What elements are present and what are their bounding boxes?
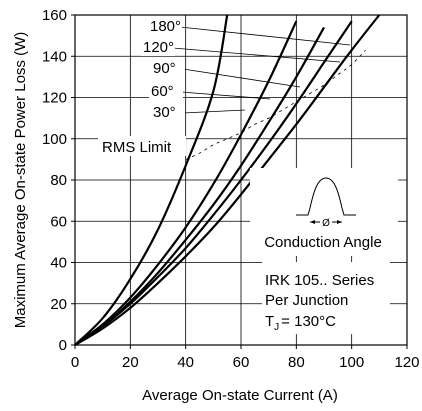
x-tick-label: 40 — [177, 354, 194, 371]
x-tick-label: 0 — [71, 354, 79, 371]
y-tick-label: 140 — [42, 48, 67, 65]
series-label: 120° — [143, 39, 174, 56]
conduction-angle-label: Conduction Angle — [264, 234, 382, 251]
rms-label-bg — [98, 136, 186, 156]
device-info-bg — [262, 262, 390, 334]
series-labels: 180° 120° 90° 60° 30° — [141, 17, 351, 121]
inset-bg — [250, 168, 398, 256]
series-leader-line — [172, 47, 341, 63]
series-label-bg — [149, 82, 183, 100]
x-tick-label: 20 — [122, 354, 139, 371]
series-label: 180° — [150, 18, 181, 35]
y-axis-label: Maximum Average On-state Power Loss (W) — [12, 32, 29, 328]
y-tick-label: 60 — [50, 213, 67, 230]
series-leader-line — [180, 91, 271, 100]
rms-limit-label: RMS Limit — [102, 139, 172, 156]
series-line-4 — [74, 14, 229, 346]
series-label-bg — [141, 38, 175, 56]
y-tick-label: 80 — [50, 172, 67, 189]
series-label-bg — [151, 59, 185, 77]
y-tick-label: 20 — [50, 296, 67, 313]
junction-temperature-label: TJ = 130°C — [265, 313, 336, 333]
series-leader-line — [179, 26, 351, 46]
x-axis-label: Average On-state Current (A) — [142, 387, 338, 404]
x-tick-label: 60 — [233, 354, 250, 371]
tick-labels: 0 20 40 60 80 100 120 0 20 40 60 80 100 120 140 160 — [42, 7, 420, 371]
series-leader-line — [182, 68, 301, 88]
series-label-bg — [148, 17, 182, 35]
series-label: 60° — [151, 83, 174, 100]
series-label: 30° — [153, 104, 176, 121]
half-sine-waveform-icon — [296, 177, 356, 216]
series-line-2 — [74, 26, 325, 346]
device-info: IRK 105.. Series Per Junction TJ = 130°C — [262, 262, 390, 334]
device-series-label: IRK 105.. Series — [265, 272, 374, 289]
y-tick-label: 0 — [59, 337, 67, 354]
x-tick-label: 100 — [339, 354, 364, 371]
conduction-angle-inset: Ø Conduction Angle — [250, 168, 398, 256]
series-line-3 — [74, 20, 298, 346]
y-tick-label: 160 — [42, 7, 67, 24]
series-label-bg — [151, 103, 185, 121]
phi-symbol: Ø — [322, 218, 330, 229]
y-tick-label: 100 — [42, 131, 67, 148]
arrow-right-icon — [337, 220, 342, 224]
arrow-left-icon — [310, 220, 315, 224]
x-tick-label: 80 — [288, 354, 305, 371]
series-leader-line — [182, 109, 246, 114]
x-tick-label: 120 — [394, 354, 419, 371]
y-tick-label: 120 — [42, 90, 67, 107]
per-junction-label: Per Junction — [265, 292, 348, 309]
series-lines — [74, 14, 381, 346]
series-line-0 — [74, 14, 381, 346]
rms-limit-dashed-line — [185, 49, 366, 160]
rms-limit-line — [185, 49, 366, 160]
y-tick-label: 40 — [50, 255, 67, 272]
series-label: 90° — [153, 60, 176, 77]
